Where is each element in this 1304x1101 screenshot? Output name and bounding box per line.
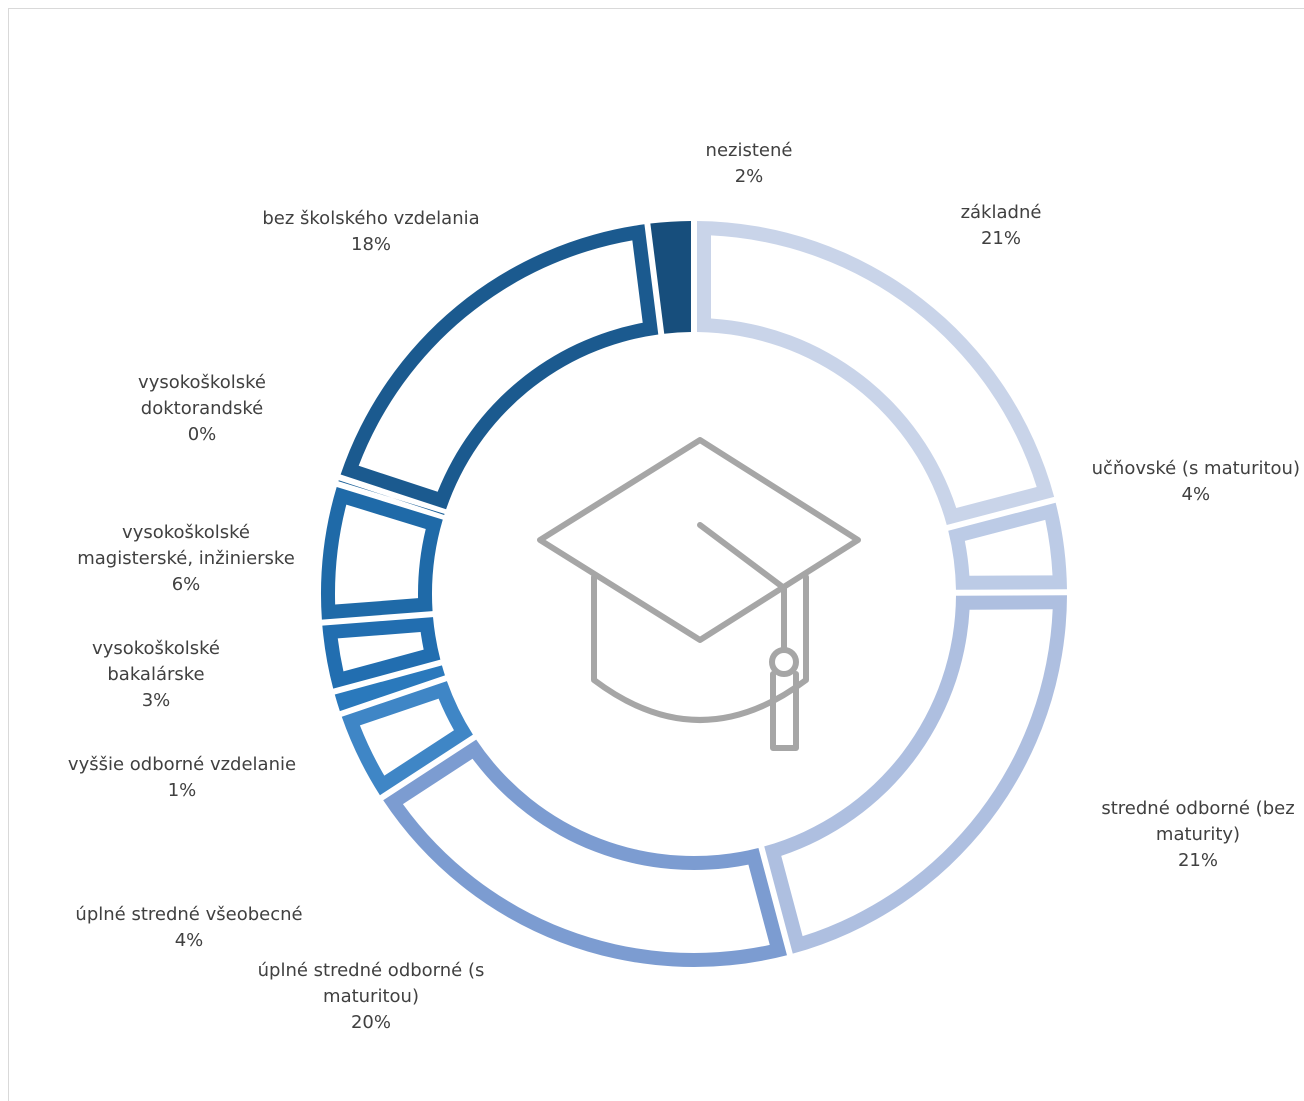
slice-inner-3 [402,758,770,953]
slice-percent-label: 4% [174,930,204,951]
slice-label-text: nezistené [705,140,793,161]
slice-inner-1 [964,519,1053,576]
slice-label-text: základné [960,202,1042,223]
slice-label-3: úplné stredné odborné (s maturitou) 20% [258,958,485,1036]
slice-label-text: magisterské, inžinierske [77,548,295,569]
slice-inner-4 [359,698,454,776]
slice-label-10: nezistené 2% [706,138,793,190]
slice-percent-label: 6% [171,574,201,595]
slice-label-text: maturity) [1155,824,1241,845]
graduation-cap-icon [537,437,861,751]
chart-frame [8,8,1304,1101]
slice-label-text: vyššie odborné vzdelanie [67,754,297,775]
slice-label-text: úplné stredné odborné (s [257,960,485,981]
slice-label-4: úplné stredné všeobecné 4% [75,902,302,954]
slice-label-2: stredné odborné (bez maturity) 21% [1101,796,1294,874]
donut-slices [321,221,1067,967]
slice-label-1: učňovské (s maturitou) 4% [1092,456,1300,508]
slice-label-0: základné 21% [961,200,1042,252]
slice-percent-label: 3% [141,690,171,711]
slice-percent-label: 1% [167,780,197,801]
slice-percent-label: 2% [734,166,764,187]
slice-label-text: vysokoškolské [92,638,220,659]
slice-label-9: bez školského vzdelania 18% [262,206,479,258]
slice-percent-label: 21% [1177,850,1218,871]
slice-inner-7 [335,504,426,605]
slice-label-text: bez školského vzdelania [262,208,480,229]
slice-percent-label: 18% [350,234,392,255]
slice-label-5: vyššie odborné vzdelanie 1% [68,752,296,804]
slice-5 [334,665,445,712]
slice-label-text: doktorandské [140,398,264,419]
slice-label-text: úplné stredné všeobecné [75,904,303,925]
slice-label-8: vysokoškolské doktorandské 0% [138,370,266,448]
slice-label-text: stredné odborné (bez [1101,798,1295,819]
slice-label-text: bakalárske [107,664,205,685]
slice-percent-label: 4% [1181,484,1211,505]
slice-8 [338,480,445,515]
slice-inner-0 [710,235,1037,509]
slice-inner-9 [358,240,643,492]
slice-10 [650,221,692,334]
slice-label-text: maturitou) [323,986,419,1007]
slice-percent-label: 21% [980,228,1021,249]
slice-label-text: vysokoškolské [138,372,266,393]
slice-label-7: vysokoškolské magisterské, inžinierske 6% [77,520,295,598]
slice-inner-6 [337,632,424,672]
slice-label-6: vysokoškolské bakalárske 3% [92,636,220,714]
slice-inner-2 [781,609,1053,937]
slice-percent-label: 0% [187,424,217,445]
slice-label-text: učňovské (s maturitou) [1091,458,1300,479]
slice-label-text: vysokoškolské [122,522,250,543]
slice-percent-label: 20% [350,1012,391,1033]
